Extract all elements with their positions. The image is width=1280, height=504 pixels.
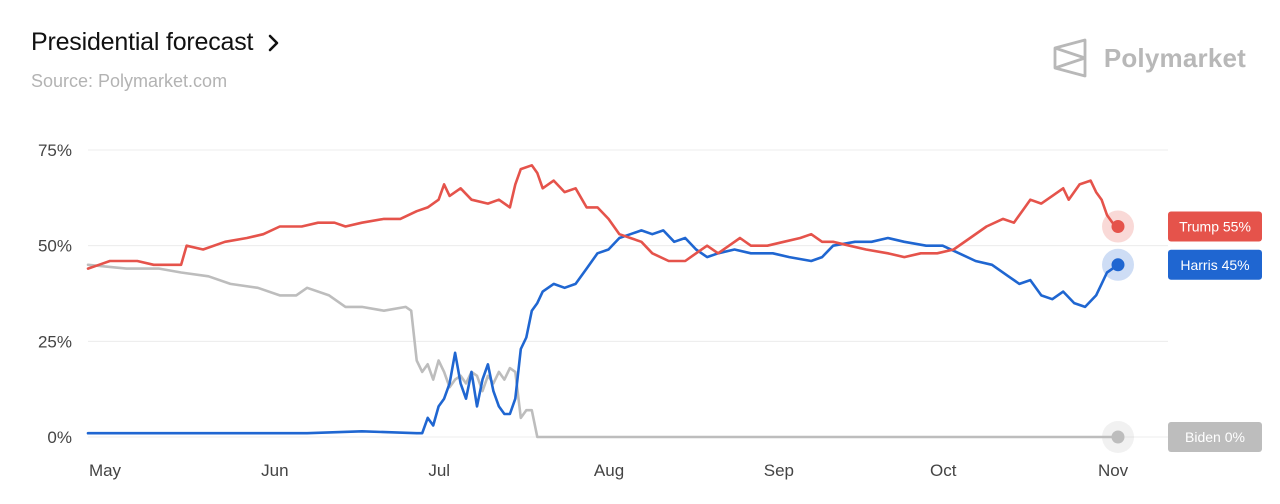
x-tick-label: Sep	[764, 461, 794, 480]
end-marker-biden	[1111, 430, 1125, 444]
badge-background	[1168, 211, 1262, 242]
badge-label: Trump 55%	[1179, 219, 1251, 235]
x-tick-label: Aug	[594, 461, 624, 480]
y-tick-label: 50%	[38, 237, 72, 256]
series-line-biden	[86, 263, 1120, 439]
legend-badge-harris[interactable]: Harris 45%	[1168, 249, 1262, 280]
x-tick-label: Jun	[261, 461, 288, 480]
end-marker-trump	[1111, 220, 1125, 234]
brand-name: Polymarket	[1103, 42, 1246, 73]
legend-badges: Trump 55% Harris 45% Biden 0%	[1168, 211, 1262, 452]
x-tick-label: Oct	[930, 461, 957, 480]
y-tick-label: 0%	[47, 428, 72, 447]
end-markers	[1102, 210, 1134, 453]
series-line-harris	[86, 229, 1120, 435]
badge-label: Biden 0%	[1185, 429, 1245, 445]
badge-background	[1168, 422, 1262, 452]
legend-badge-biden[interactable]: Biden 0%	[1168, 422, 1262, 452]
y-tick-label: 25%	[38, 332, 72, 351]
x-tick-label: May	[89, 461, 122, 480]
end-marker-harris	[1111, 258, 1125, 272]
page-title: Presidential forecast	[31, 28, 254, 56]
y-tick-label: 75%	[38, 141, 72, 160]
y-axis: 0% 25% 50% 75%	[38, 141, 72, 447]
badge-background	[1168, 249, 1262, 280]
grid	[88, 149, 1168, 438]
badge-label: Harris 45%	[1180, 257, 1249, 273]
brand: Polymarket	[1052, 38, 1246, 78]
x-tick-label: Nov	[1098, 461, 1129, 480]
chevron-right-icon	[269, 34, 279, 51]
series-line-trump	[86, 164, 1120, 270]
x-tick-label: Jul	[428, 461, 450, 480]
chart-header: Presidential forecast Source: Polymarket…	[31, 28, 281, 92]
x-axis: May Jun Jul Aug Sep Oct Nov	[89, 461, 1129, 480]
source-text: Source: Polymarket.com	[31, 71, 228, 91]
legend-badge-trump[interactable]: Trump 55%	[1168, 211, 1262, 242]
polymarket-logo-icon	[1053, 38, 1087, 78]
series-lines	[86, 164, 1120, 439]
title-link[interactable]: Presidential forecast	[31, 28, 281, 57]
